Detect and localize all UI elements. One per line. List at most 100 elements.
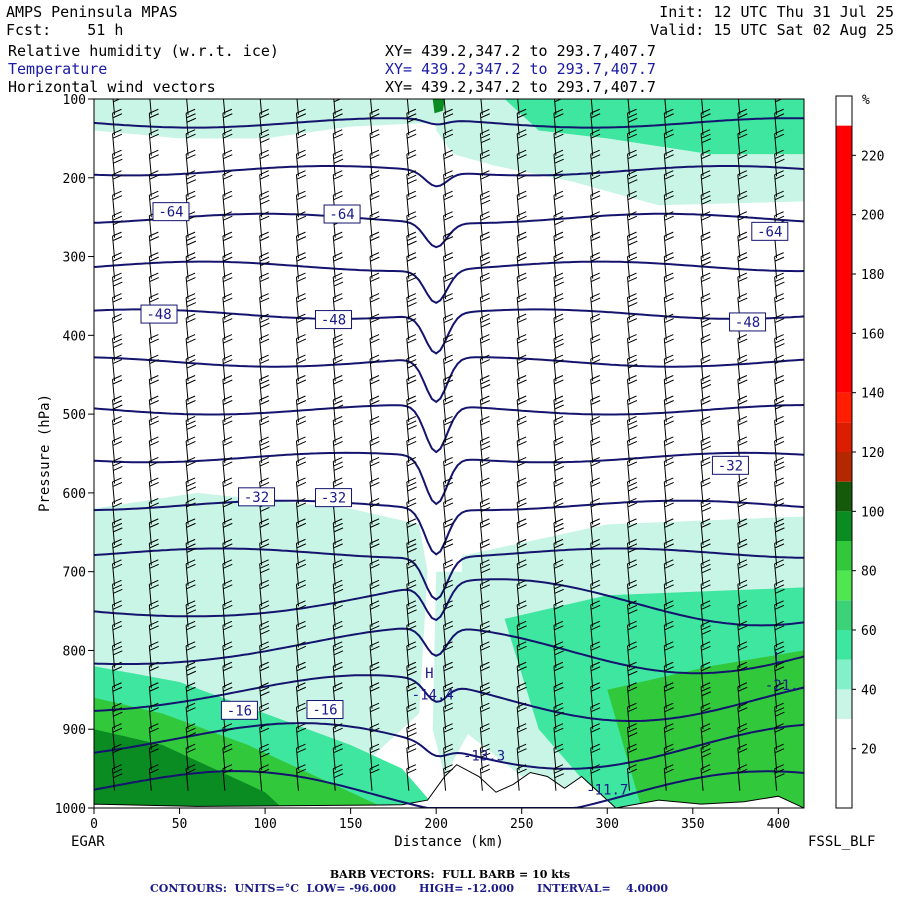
wind-barb [663, 252, 674, 279]
wind-barb [406, 293, 417, 320]
wind-barb [222, 190, 233, 218]
wind-barb [259, 190, 270, 218]
wind-barb [626, 764, 638, 791]
wind-barb [332, 743, 343, 771]
wind-barb [516, 764, 527, 791]
wind-barb [185, 293, 197, 320]
wind-barb [295, 579, 307, 607]
wind-barb [443, 252, 454, 279]
wind-barb [479, 641, 490, 668]
init-time: Init: 12 UTC Thu 31 Jul 25 [659, 3, 894, 21]
wind-barb [443, 559, 454, 586]
wind-barb [626, 702, 638, 730]
colorbar-bin [836, 719, 852, 749]
colorbar-bin [836, 659, 852, 690]
wind-barb [295, 436, 307, 463]
left-station-label: EGAR [71, 834, 105, 850]
wind-barb [774, 518, 785, 545]
wind-barb [516, 641, 527, 668]
wind-barb [774, 723, 785, 750]
wind-barb [737, 375, 748, 402]
y-tick-label: 400 [63, 329, 86, 344]
colorbar-tick-label: 140 [861, 387, 884, 402]
wind-barb [295, 600, 307, 627]
wind-barb [663, 416, 674, 443]
wind-barb [259, 170, 270, 197]
wind-barb [479, 313, 491, 341]
wind-barb [737, 272, 748, 300]
wind-barb [590, 252, 601, 279]
wind-barb [369, 518, 380, 545]
wind-barb [369, 108, 380, 136]
wind-barb [185, 661, 197, 689]
isotherm-68 [94, 117, 804, 129]
wind-barb [774, 190, 785, 218]
wind-barb [590, 456, 601, 484]
wind-barb [332, 538, 343, 566]
wind-barb [774, 579, 785, 607]
wind-barb [295, 661, 307, 689]
wind-barb [148, 272, 159, 300]
wind-barb [553, 272, 564, 300]
wind-barb [590, 682, 601, 709]
wind-barb [663, 764, 674, 791]
wind-barb [259, 375, 270, 402]
wind-barb [259, 416, 270, 443]
wind-barb [185, 170, 197, 197]
wind-barb [516, 190, 527, 218]
wind-barb [222, 518, 233, 545]
wind-barb [479, 723, 490, 750]
wind-barb [295, 313, 307, 341]
wind-barb [443, 579, 454, 607]
wind-barb [332, 416, 343, 443]
wind-barb [663, 211, 674, 238]
rh-fill-lower-right-green [607, 650, 804, 808]
extremum-label: -11.7 [586, 783, 628, 799]
terrain [94, 764, 804, 808]
wind-barb [406, 129, 417, 156]
contour-label-box [152, 202, 190, 222]
wind-barb [516, 211, 527, 238]
wind-barb [259, 395, 270, 423]
wind-barb [774, 661, 785, 689]
wind-barb [553, 293, 564, 320]
wind-barb [700, 579, 711, 607]
wind-barb [369, 743, 380, 771]
y-tick-label: 800 [63, 644, 86, 659]
wind-barb [626, 538, 638, 566]
isotherm-20 [94, 674, 804, 722]
colorbar-bin [836, 511, 852, 541]
wind-barb [443, 477, 454, 504]
wind-barb [259, 99, 263, 115]
wind-barb [700, 764, 711, 791]
wind-barb [774, 108, 785, 136]
x-tick-label: 100 [253, 817, 276, 832]
wind-barb [148, 579, 159, 607]
isotherm-contours [94, 117, 804, 808]
wind-barb [259, 108, 270, 136]
wind-barb [737, 395, 748, 423]
wind-barb [112, 436, 123, 463]
wind-barb [222, 252, 233, 279]
wind-barb [185, 436, 196, 463]
wind-barb [148, 231, 159, 259]
wind-barb [148, 559, 159, 586]
wind-barb [185, 559, 196, 586]
extremum-label: -14.4 [412, 687, 454, 703]
wind-barb [663, 641, 674, 668]
wind-barb [443, 600, 454, 627]
wind-barb [479, 211, 490, 238]
wind-barb [369, 190, 380, 218]
wind-barb [259, 252, 270, 279]
wind-barb [590, 375, 601, 402]
wind-barb [406, 682, 417, 709]
wind-barb [479, 497, 491, 525]
wind-barb [112, 661, 123, 689]
wind-barb [295, 375, 307, 402]
wind-barb [295, 231, 307, 259]
wind-barb [774, 99, 783, 115]
field-name-temperature: Temperature [8, 60, 108, 78]
wind-barb [259, 538, 270, 566]
isotherm-24 [94, 627, 804, 675]
wind-barb [700, 682, 712, 709]
